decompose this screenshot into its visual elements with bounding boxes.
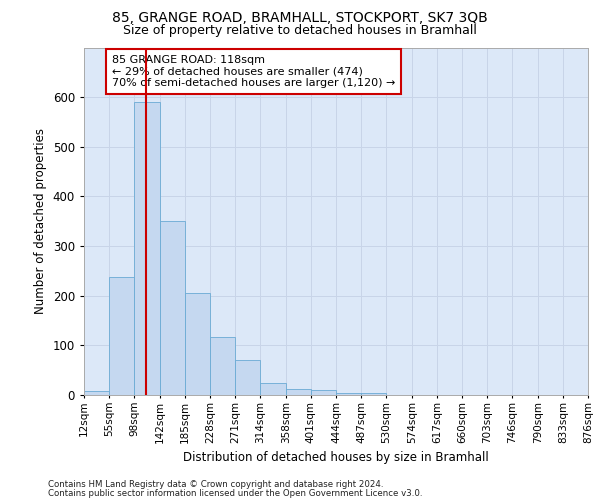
Bar [185, 293, 210, 395]
Bar [336, 392, 361, 395]
Bar [260, 382, 286, 395]
X-axis label: Distribution of detached houses by size in Bramhall: Distribution of detached houses by size … [183, 451, 489, 464]
Bar [109, 278, 134, 395]
Bar [160, 221, 185, 395]
Y-axis label: Number of detached properties: Number of detached properties [34, 128, 47, 314]
Bar [311, 390, 336, 395]
Text: 85, GRANGE ROAD, BRAMHALL, STOCKPORT, SK7 3QB: 85, GRANGE ROAD, BRAMHALL, STOCKPORT, SK… [112, 11, 488, 25]
Text: Size of property relative to detached houses in Bramhall: Size of property relative to detached ho… [123, 24, 477, 37]
Bar [235, 360, 260, 395]
Bar [134, 102, 160, 395]
Bar [361, 392, 386, 395]
Bar [84, 391, 109, 395]
Bar [286, 388, 311, 395]
Text: 85 GRANGE ROAD: 118sqm
← 29% of detached houses are smaller (474)
70% of semi-de: 85 GRANGE ROAD: 118sqm ← 29% of detached… [112, 55, 395, 88]
Text: Contains HM Land Registry data © Crown copyright and database right 2024.: Contains HM Land Registry data © Crown c… [48, 480, 383, 489]
Bar [210, 337, 235, 395]
Text: Contains public sector information licensed under the Open Government Licence v3: Contains public sector information licen… [48, 488, 422, 498]
